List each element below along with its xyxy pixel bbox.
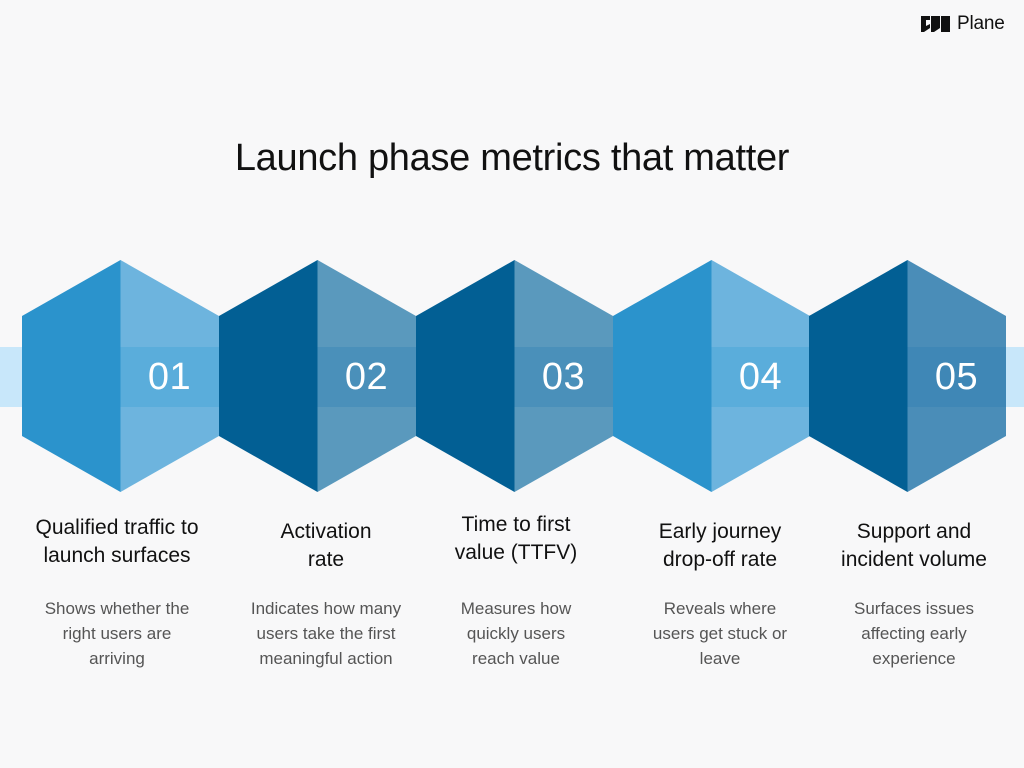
brand-name: Plane [957, 13, 1005, 34]
brand-logo: Plane [921, 12, 1005, 36]
hexagon-step-4: 04 [613, 260, 810, 492]
metric-description: Surfaces issues affecting early experience [854, 599, 974, 668]
metric-card-1: Qualified traffic to launch surfaces Show… [17, 510, 217, 671]
step-number: 04 [738, 355, 783, 398]
step-number: 02 [344, 355, 389, 398]
metric-card-3: Time to first value (TTFV) Measures how qu… [416, 510, 616, 671]
step-number: 05 [934, 355, 979, 398]
metric-card-2: Activation rate Indicates how many users t… [226, 510, 426, 671]
metric-title: Activation rate [280, 520, 372, 571]
hexagon-step-5: 05 [809, 260, 1006, 492]
hexagon-step-1: 01 [22, 260, 219, 492]
metric-title: Qualified traffic to launch surfaces [35, 516, 199, 567]
hexagon-step-2: 02 [219, 260, 416, 492]
metric-title: Early journey drop-off rate [658, 520, 782, 571]
step-number: 01 [147, 355, 192, 398]
metric-title: Support and incident volume [841, 520, 987, 571]
metric-description: Indicates how many users take the first me… [250, 599, 402, 668]
metric-description: Reveals where users get stuck or leave [652, 599, 788, 668]
page-title: Launch phase metrics that matter [234, 137, 790, 180]
metric-description: Measures how quickly users reach value [460, 599, 572, 668]
metric-description: Shows whether the right users are arriving [44, 599, 190, 668]
metric-card-5: Support and incident volume Surfaces issu… [814, 510, 1014, 671]
plane-logo-icon [921, 16, 950, 32]
step-number: 03 [541, 355, 586, 398]
hexagon-step-3: 03 [416, 260, 613, 492]
metric-card-4: Early journey drop-off rate Reveals where… [620, 510, 820, 671]
metric-title: Time to first value (TTFV) [454, 513, 578, 564]
